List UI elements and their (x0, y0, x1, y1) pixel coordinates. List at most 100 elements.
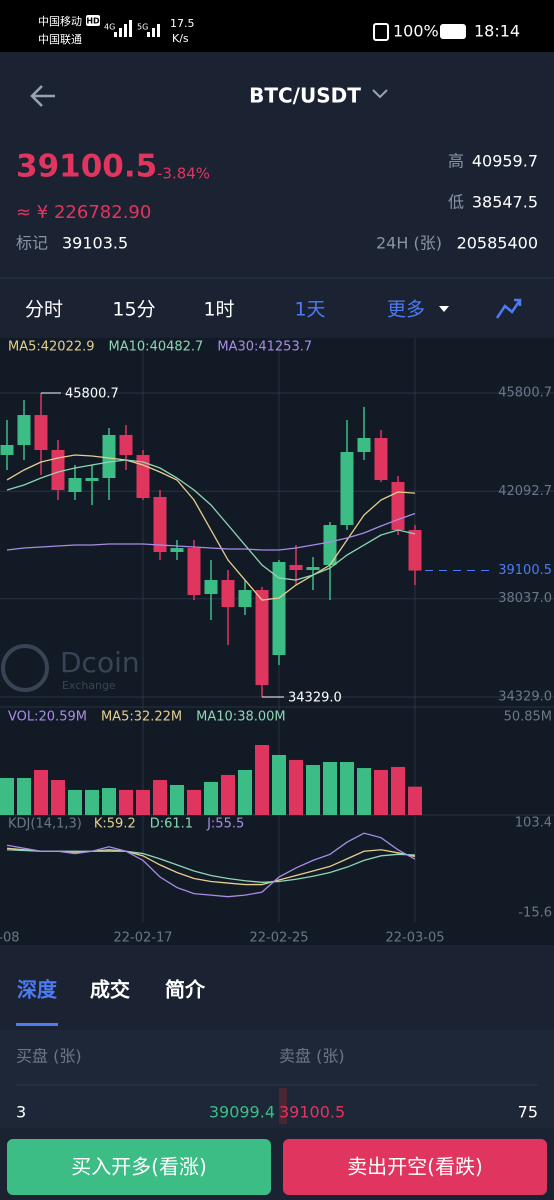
interval-tab[interactable]: 1天 (294, 299, 325, 321)
last-price-label: 39100.5 (498, 563, 552, 578)
legend-entry: MA10:40482.7 (109, 340, 204, 355)
candle-body (306, 567, 320, 571)
legend-title: KDJ(14,1,3) (8, 817, 82, 832)
candle-body (51, 449, 65, 491)
volume-bar (119, 789, 133, 815)
volume-bar (408, 786, 422, 815)
header-bg (0, 52, 554, 338)
candle-body (34, 415, 48, 450)
volume-bar (323, 762, 337, 815)
carrier: 中国联通 (38, 33, 82, 46)
legend-entry: MA5:42022.9 (8, 340, 95, 355)
y-tick-label: 50.85M (504, 710, 552, 725)
volume-bar (136, 789, 150, 815)
legend-entry: VOL:20.59M (8, 710, 87, 725)
mark-price: 39103.5 (62, 234, 128, 253)
nfc-icon (373, 23, 389, 41)
volume-bar (221, 774, 235, 815)
low-price: 38547.5 (472, 193, 538, 212)
tab[interactable]: 深度 (17, 978, 58, 1002)
x-tick-label: 22-02-17 (113, 931, 172, 946)
candle-body (340, 452, 354, 526)
y-tick-label: 34329.0 (498, 690, 552, 705)
signal (147, 24, 160, 37)
battery-icon (440, 24, 466, 39)
legend-entry: J:55.5 (206, 817, 244, 832)
more-caret (439, 306, 449, 312)
legend-entry: K:59.2 (94, 817, 136, 832)
low-label: 低 (448, 193, 464, 212)
vol-label: 24H (张) (376, 234, 442, 253)
x-tick-label: 22-02-25 (249, 931, 308, 946)
volume-bar (306, 765, 320, 815)
volume-bar (238, 769, 252, 815)
candle-body (408, 530, 422, 571)
signal (114, 20, 132, 37)
ma-line (6, 512, 416, 551)
buy-button-label[interactable]: 买入开多(看涨) (71, 1155, 207, 1179)
sell-price: 39100.5 (279, 1103, 345, 1122)
volume-bar (51, 780, 65, 815)
volume-bar (374, 769, 388, 815)
candle-body (187, 548, 201, 596)
x-tick-label: 22-02-08 (0, 931, 20, 946)
sell-header: 卖盘 (张) (279, 1047, 345, 1066)
candle-body (221, 580, 235, 608)
candle-body (238, 590, 252, 608)
last-price: 39100.5 (16, 149, 157, 185)
interval-more[interactable]: 更多 (387, 299, 425, 321)
high-label: 高 (448, 152, 464, 171)
x-tick-label: 22-03-05 (385, 931, 444, 946)
clock: 18:14 (474, 22, 520, 41)
candle-body (119, 434, 133, 456)
volume-bar (34, 769, 48, 815)
volume-bar (204, 781, 218, 815)
volume-bar (357, 768, 371, 815)
interval-tab[interactable]: 15分 (112, 299, 155, 321)
interval-tab[interactable]: 分时 (25, 299, 63, 321)
legend-entry: MA5:32.22M (101, 710, 182, 725)
volume-bar (68, 789, 82, 815)
legend-entry: MA10:38.00M (196, 710, 285, 725)
carrier: 中国移动 (38, 15, 82, 28)
battery-level: 100% (393, 22, 439, 41)
candle-body (0, 445, 14, 456)
pair-title[interactable]: BTC/USDT (249, 84, 361, 108)
candle-body (17, 415, 31, 446)
ma-line (6, 459, 416, 581)
candle-body (204, 580, 218, 595)
legend-entry: D:61.1 (150, 817, 193, 832)
sell-button[interactable] (283, 1139, 547, 1195)
kdj-line (6, 832, 416, 898)
candle-body (102, 434, 116, 479)
net: 4G (104, 23, 115, 32)
pair-dropdown[interactable] (372, 89, 388, 99)
vol-value: 20585400 (457, 234, 538, 253)
mark-label: 标记 (16, 234, 48, 253)
high-price: 40959.7 (472, 152, 538, 171)
tab[interactable]: 简介 (165, 978, 206, 1002)
ma-line (6, 454, 416, 601)
volume-bar (153, 780, 167, 815)
y-tick-label: 45800.7 (498, 386, 552, 401)
volume-bar (391, 766, 405, 815)
change: -3.84% (157, 165, 210, 183)
y-tick-label: 103.4 (515, 816, 552, 831)
candle-body (68, 478, 82, 492)
buy-button[interactable] (7, 1139, 271, 1195)
volume-bar (170, 784, 184, 815)
interval-tab[interactable]: 1时 (203, 299, 234, 321)
volume-bar (102, 788, 116, 815)
y-tick-label: -15.6 (518, 906, 552, 921)
tab[interactable]: 成交 (90, 978, 130, 1002)
hd: HD (86, 17, 100, 26)
buy-header: 买盘 (张) (16, 1047, 82, 1066)
hd-badge (86, 15, 100, 26)
legend-entry: MA30:41253.7 (217, 340, 312, 355)
indicator-icon[interactable] (495, 298, 522, 319)
y-tick-label: 38037.0 (498, 591, 552, 606)
cny-price: ≈ ¥ 226782.90 (16, 202, 151, 223)
back-button[interactable] (30, 85, 55, 107)
sell-button-label[interactable]: 卖出开空(看跌) (347, 1155, 483, 1179)
